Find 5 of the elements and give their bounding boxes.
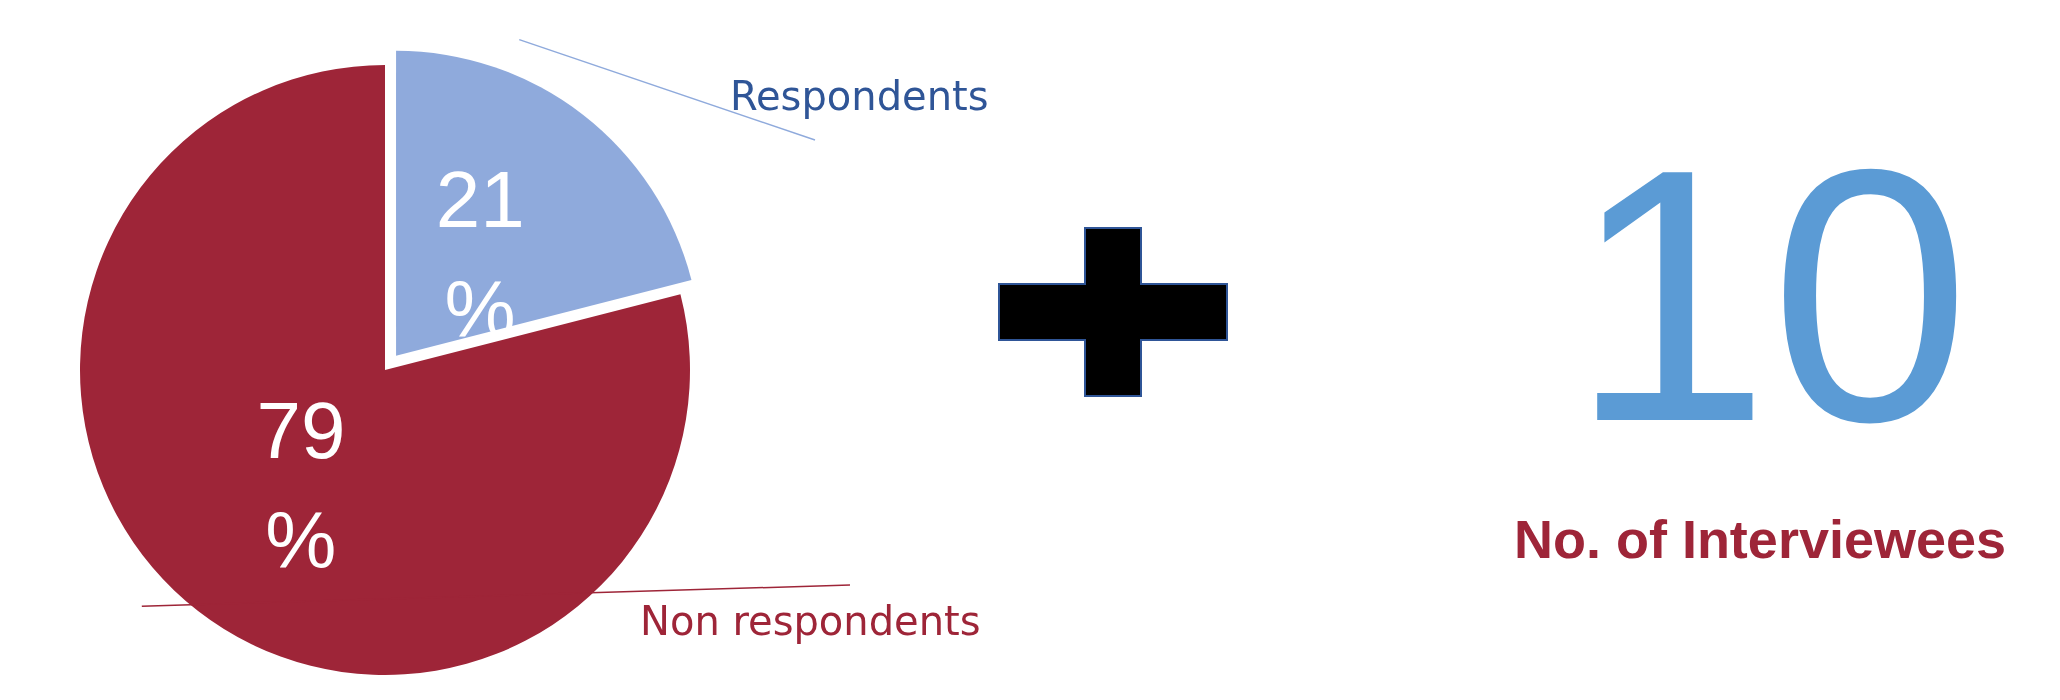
- text: 10: [1569, 94, 1971, 496]
- slice-label: Non respondents: [640, 598, 981, 644]
- slice-label: Respondents: [730, 73, 989, 119]
- data-label: 79%: [256, 386, 346, 586]
- text: No. of Interviewees: [1513, 509, 2007, 569]
